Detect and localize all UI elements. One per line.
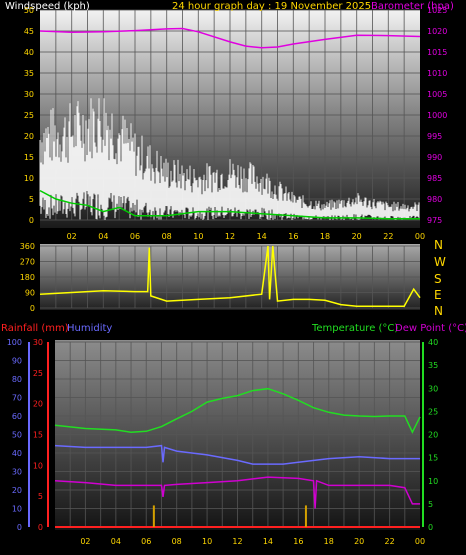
wind-ytick-45: 45 (24, 27, 34, 36)
wind-ytick-5: 5 (29, 195, 34, 204)
dewpoint-line (54, 476, 420, 509)
humidity-ytick-90: 90 (12, 357, 22, 366)
barometer-label: Barometer (hpa) (371, 1, 454, 12)
rainfall-ytick-20: 20 (33, 400, 43, 409)
dir-letter-s: S (434, 272, 442, 286)
wind-xtick-16: 16 (288, 232, 298, 241)
humidity-ytick-80: 80 (12, 375, 22, 384)
wind-xtick-14: 14 (257, 232, 267, 241)
rainfall-ytick-15: 15 (33, 431, 43, 440)
wind-ytick-25: 25 (24, 111, 34, 120)
baro-ytick-995: 995 (427, 132, 442, 141)
baro-ytick-1005: 1005 (427, 90, 447, 99)
temperature-ytick-30: 30 (428, 384, 438, 393)
chart-title: 24 hour graph day : 19 November 2025 (172, 1, 371, 12)
temp-xtick-18: 18 (324, 537, 334, 546)
wind-direction-line (39, 245, 421, 308)
baro-ytick-990: 990 (427, 153, 442, 162)
humidity-ytick-50: 50 (12, 431, 22, 440)
temp-xtick-16: 16 (293, 537, 303, 546)
humidity-ytick-0: 0 (17, 523, 22, 532)
humidity-ytick-20: 20 (12, 486, 22, 495)
dir-ytick-270: 270 (20, 258, 35, 267)
humidity-ytick-40: 40 (12, 449, 22, 458)
barometer-line (39, 27, 421, 49)
dir-ytick-180: 180 (20, 273, 35, 282)
temperature-label: Temperature (°C) (311, 323, 398, 334)
humidity-ytick-60: 60 (12, 412, 22, 421)
rainfall-ytick-30: 30 (33, 338, 43, 347)
temperature-ytick-20: 20 (428, 431, 438, 440)
wind-xtick-18: 18 (320, 232, 330, 241)
rainfall-ytick-5: 5 (38, 492, 43, 501)
wind-average-line (39, 189, 420, 220)
wind-xtick-10: 10 (193, 232, 203, 241)
temp-xtick-20: 20 (354, 537, 364, 546)
dir-letter-n-top: N (434, 238, 443, 252)
wind-ytick-15: 15 (24, 153, 34, 162)
baro-ytick-1000: 1000 (427, 111, 447, 120)
temperature-ytick-15: 15 (428, 454, 438, 463)
wind-xtick-02: 02 (67, 232, 77, 241)
humidity-ytick-10: 10 (12, 505, 22, 514)
baro-ytick-975: 975 (427, 216, 442, 225)
temp-xtick-06: 06 (141, 537, 151, 546)
wind-xtick-06: 06 (130, 232, 140, 241)
wind-ytick-0: 0 (29, 216, 34, 225)
temp-xtick-12: 12 (232, 537, 242, 546)
dir-letter-e: E (434, 288, 442, 302)
temp-xtick-22: 22 (384, 537, 394, 546)
wind-xtick-22: 22 (383, 232, 393, 241)
wind-xtick-04: 04 (98, 232, 108, 241)
baro-ytick-1020: 1020 (427, 27, 447, 36)
humidity-ytick-70: 70 (12, 394, 22, 403)
rainfall-label: Rainfall (mm) (1, 323, 69, 334)
dir-ytick-0: 0 (30, 304, 35, 313)
temp-xtick-02: 02 (80, 537, 90, 546)
temp-xtick-00: 00 (415, 537, 425, 546)
windspeed-label: Windspeed (kph) (5, 1, 90, 12)
baro-ytick-1025: 1025 (427, 6, 447, 15)
baro-ytick-980: 980 (427, 195, 442, 204)
temperature-ytick-10: 10 (428, 477, 438, 486)
wind-xtick-12: 12 (225, 232, 235, 241)
wind-ytick-30: 30 (24, 90, 34, 99)
dir-letter-w: W (434, 255, 446, 269)
temp-xtick-04: 04 (111, 537, 121, 546)
baro-ytick-1015: 1015 (427, 48, 447, 57)
wind-ytick-10: 10 (24, 174, 34, 183)
temp-xtick-14: 14 (263, 537, 273, 546)
series-lines (39, 27, 421, 528)
baro-ytick-1010: 1010 (427, 69, 447, 78)
dir-letter-n-bottom: N (434, 304, 443, 318)
humidity-line (54, 444, 420, 465)
humidity-label: Humidity (67, 323, 112, 334)
humidity-ytick-30: 30 (12, 468, 22, 477)
dir-ytick-90: 90 (25, 289, 35, 298)
temperature-ytick-25: 25 (428, 407, 438, 416)
temperature-ytick-35: 35 (428, 361, 438, 370)
temp-xtick-08: 08 (172, 537, 182, 546)
humidity-ytick-100: 100 (7, 338, 22, 347)
temp-xtick-10: 10 (202, 537, 212, 546)
wind-xtick-00: 00 (415, 232, 425, 241)
dir-ytick-360: 360 (20, 242, 35, 251)
baro-ytick-985: 985 (427, 174, 442, 183)
rainfall-ytick-25: 25 (33, 369, 43, 378)
rainfall-ytick-10: 10 (33, 461, 43, 470)
axis-labels: 0510152025303540455097598098599099510001… (7, 6, 448, 546)
wind-ytick-20: 20 (24, 132, 34, 141)
temperature-ytick-0: 0 (428, 523, 433, 532)
temperature-line (54, 387, 421, 434)
wind-xtick-08: 08 (162, 232, 172, 241)
wind-ytick-35: 35 (24, 69, 34, 78)
wind-xtick-20: 20 (352, 232, 362, 241)
dewpoint-label: Dew Point (°C) (395, 323, 466, 334)
wind-ytick-40: 40 (24, 48, 34, 57)
wind-ytick-50: 50 (24, 6, 34, 15)
rainfall-ytick-0: 0 (38, 523, 43, 532)
temperature-ytick-40: 40 (428, 338, 438, 347)
temperature-ytick-5: 5 (428, 500, 433, 509)
